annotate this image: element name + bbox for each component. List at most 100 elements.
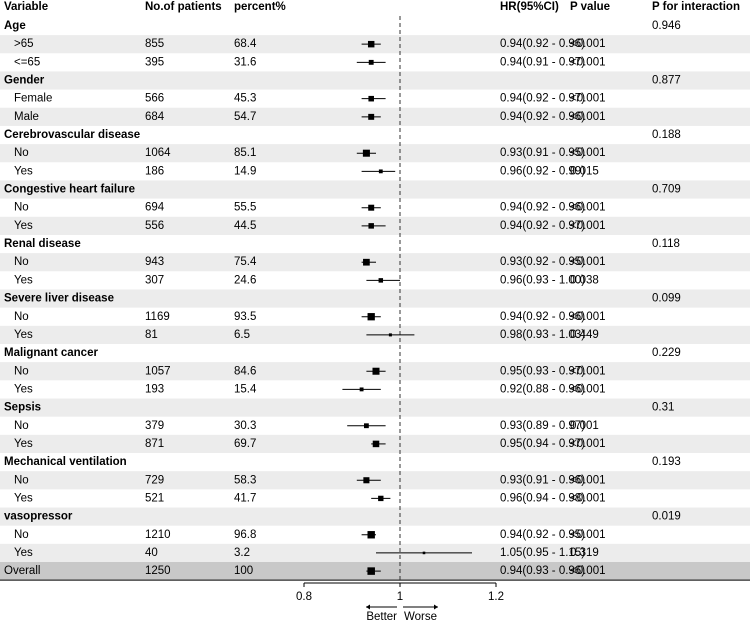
patients: 1169: [145, 311, 170, 323]
column-header: P for interaction: [652, 1, 740, 13]
x-tick-label: 0.8: [296, 591, 312, 603]
column-header: Variable: [4, 1, 48, 13]
column-header: No.of patients: [145, 1, 222, 13]
patients: 40: [145, 547, 158, 559]
p-interaction: 0.193: [652, 456, 681, 468]
hr-box: [363, 423, 369, 429]
row-label: Yes: [14, 329, 33, 341]
row-label: No: [14, 420, 29, 432]
hr-ci: 0.93(0.91 - 0.95): [500, 147, 585, 159]
patients: 1057: [145, 365, 171, 377]
row-label: No: [14, 474, 29, 486]
p-interaction: 0.31: [652, 402, 674, 414]
patients: 1250: [145, 565, 171, 577]
patients: 81: [145, 329, 158, 341]
hr-ci: 0.94(0.92 - 0.95): [500, 529, 585, 541]
column-header: HR(95%CI): [500, 1, 559, 13]
row-label: Yes: [14, 438, 33, 450]
row-label: Yes: [14, 383, 33, 395]
p-value: 0.001: [570, 420, 599, 432]
hr-box: [367, 531, 375, 539]
hr-box: [368, 223, 374, 229]
percent: 44.5: [234, 220, 256, 232]
hr-ci: 0.96(0.92 - 0.99): [500, 165, 585, 177]
p-value: <0.001: [570, 565, 606, 577]
row-label: Female: [14, 93, 52, 105]
hr-box: [388, 333, 392, 337]
hr-ci: 0.94(0.92 - 0.96): [500, 202, 585, 214]
hr-ci: 0.94(0.92 - 0.96): [500, 111, 585, 123]
patients: 943: [145, 256, 164, 268]
p-interaction: 0.188: [652, 129, 681, 141]
percent: 54.7: [234, 111, 256, 123]
row-label: >65: [14, 38, 34, 50]
hr-box: [368, 113, 375, 120]
p-value: <0.001: [570, 365, 606, 377]
p-value: <0.001: [570, 147, 606, 159]
hr-ci: 0.94(0.92 - 0.97): [500, 93, 585, 105]
hr-box: [363, 258, 370, 266]
row-label: No: [14, 202, 29, 214]
p-value: 0.449: [570, 329, 599, 341]
group-label: Gender: [4, 75, 45, 87]
row-label: <=65: [14, 56, 40, 68]
patients: 379: [145, 420, 164, 432]
p-interaction: 0.946: [652, 20, 681, 32]
hr-box: [368, 59, 374, 65]
p-interaction: 0.709: [652, 184, 681, 196]
patients: 521: [145, 492, 164, 504]
hr-ci: 0.95(0.94 - 0.97): [500, 438, 585, 450]
p-value: <0.001: [570, 529, 606, 541]
hr-box: [359, 387, 364, 392]
percent: 3.2: [234, 547, 250, 559]
p-value: <0.001: [570, 256, 606, 268]
p-interaction: 0.099: [652, 293, 681, 305]
hr-ci: 0.94(0.92 - 0.97): [500, 220, 585, 232]
hr-box: [368, 204, 375, 211]
row-band: [0, 180, 750, 199]
hr-box: [378, 495, 384, 502]
percent: 15.4: [234, 383, 257, 395]
percent: 31.6: [234, 56, 256, 68]
p-interaction: 0.229: [652, 347, 681, 359]
percent: 14.9: [234, 165, 256, 177]
row-label: No: [14, 147, 29, 159]
hr-box: [372, 367, 380, 375]
hr-box: [367, 313, 375, 321]
hr-box: [363, 477, 370, 484]
p-value: 0.319: [570, 547, 599, 559]
hr-ci: 0.96(0.93 - 1.00): [500, 274, 585, 286]
row-label: Yes: [14, 165, 33, 177]
hr-ci: 0.94(0.93 - 0.96): [500, 565, 585, 577]
hr-ci: 0.93(0.89 - 0.97): [500, 420, 585, 432]
row-band: [0, 507, 750, 526]
hr-ci: 0.93(0.91 - 0.96): [500, 474, 585, 486]
direction-label: Better: [366, 611, 397, 623]
direction-label: Worse: [404, 611, 437, 623]
row-label: Yes: [14, 274, 33, 286]
patients: 871: [145, 438, 164, 450]
hr-ci: 0.94(0.91 - 0.97): [500, 56, 585, 68]
percent: 6.5: [234, 329, 250, 341]
patients: 556: [145, 220, 164, 232]
percent: 75.4: [234, 256, 257, 268]
hr-ci: 0.98(0.93 - 1.03): [500, 329, 585, 341]
percent: 69.7: [234, 438, 256, 450]
row-band: [0, 398, 750, 417]
hr-ci: 0.96(0.94 - 0.98): [500, 492, 585, 504]
group-label: Renal disease: [4, 238, 81, 250]
group-label: Mechanical ventilation: [4, 456, 127, 468]
column-header: percent%: [234, 1, 286, 13]
x-tick-label: 1.2: [488, 591, 504, 603]
patients: 566: [145, 93, 164, 105]
row-label: No: [14, 365, 29, 377]
p-value: <0.001: [570, 438, 606, 450]
row-label: No: [14, 256, 29, 268]
hr-box: [378, 278, 384, 283]
group-label: Cerebrovascular disease: [4, 129, 140, 141]
percent: 68.4: [234, 38, 257, 50]
p-value: <0.001: [570, 492, 606, 504]
row-label: No: [14, 311, 29, 323]
hr-box: [422, 551, 426, 555]
